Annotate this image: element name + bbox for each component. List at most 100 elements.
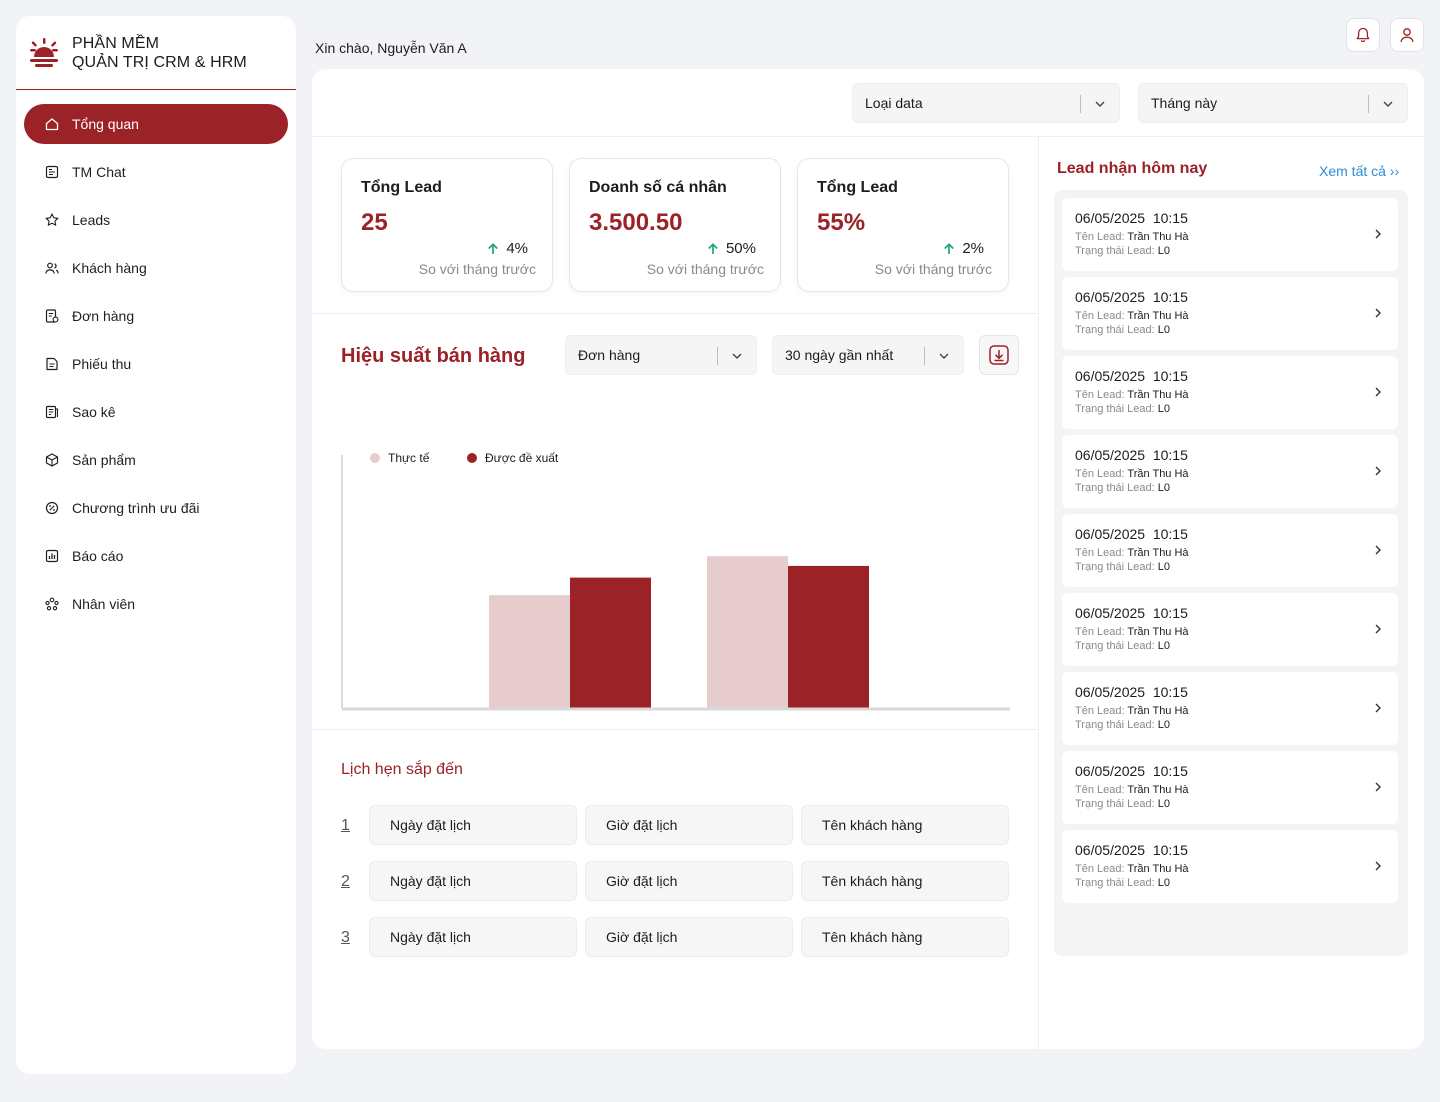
appointment-time[interactable]: Giờ đặt lịch: [585, 805, 793, 845]
sidebar-item-label: Tổng quan: [72, 116, 139, 132]
main-content: Loại data Tháng này Tổng Lead 25 4% So với …: [312, 69, 1424, 1049]
lead-name-label: Tên Lead:: [1075, 705, 1125, 717]
chevron-right-icon: [1375, 308, 1381, 318]
lead-status-line: Trạng thái Lead: L0: [1075, 561, 1170, 573]
lead-name: Trần Thu Hà: [1127, 310, 1189, 322]
appointment-date[interactable]: Ngày đặt lịch: [369, 805, 577, 845]
divider: [312, 313, 1038, 314]
sidebar-item-6[interactable]: Sao kê: [24, 392, 288, 432]
lead-datetime: 06/05/2025 10:15: [1075, 842, 1188, 858]
chevron-right-icon: [1375, 624, 1381, 634]
stat-change: 50%: [706, 240, 756, 257]
brand-line1: PHẦN MỀM: [72, 34, 160, 52]
promo-icon: [44, 500, 60, 516]
sidebar-item-8[interactable]: Chương trình ưu đãi: [24, 488, 288, 528]
period-value: Tháng này: [1151, 95, 1218, 111]
order-icon: [44, 308, 60, 324]
chat-icon: [44, 164, 60, 180]
lead-name: Trần Thu Hà: [1127, 468, 1189, 480]
stat-change: 2%: [942, 240, 984, 257]
legend-proposed: Được đề xuất: [467, 451, 558, 465]
appointment-number: 1: [341, 817, 350, 834]
sunrise-logo-icon: [30, 37, 58, 67]
lead-name: Trần Thu Hà: [1127, 626, 1189, 638]
sidebar-item-7[interactable]: Sản phẩm: [24, 440, 288, 480]
arrow-up-icon: [708, 242, 718, 254]
stat-card: Doanh số cá nhân 3.500.50 50% So với tháng …: [569, 158, 781, 292]
appointment-date[interactable]: Ngày đặt lịch: [369, 917, 577, 957]
appointment-customer[interactable]: Tên khách hàng: [801, 917, 1009, 957]
lead-datetime: 06/05/2025 10:15: [1075, 763, 1188, 779]
appointment-row[interactable]: 1 Ngày đặt lịch Giờ đặt lịch Tên khách hàng: [341, 805, 1009, 847]
lead-name-label: Tên Lead:: [1075, 310, 1125, 322]
lead-name-label: Tên Lead:: [1075, 547, 1125, 559]
period-select[interactable]: Tháng này: [1138, 83, 1408, 123]
chevron-right-icon: [1375, 466, 1381, 476]
legend-dot: [370, 453, 380, 463]
range-select[interactable]: 30 ngày gần nhất: [772, 335, 964, 375]
lead-card[interactable]: 06/05/2025 10:15 Tên Lead: Trần Thu Hà Trạ…: [1062, 277, 1398, 350]
stat-value: 3.500.50: [589, 209, 683, 236]
metric-select-value: Đơn hàng: [578, 347, 641, 363]
column-divider: [1038, 137, 1039, 1049]
lead-card[interactable]: 06/05/2025 10:15 Tên Lead: Trần Thu Hà Trạ…: [1062, 593, 1398, 666]
filter-bar: Loại data Tháng này: [312, 69, 1424, 137]
lead-card[interactable]: 06/05/2025 10:15 Tên Lead: Trần Thu Hà Trạ…: [1062, 751, 1398, 824]
appointment-customer[interactable]: Tên khách hàng: [801, 805, 1009, 845]
lead-status: L0: [1157, 877, 1171, 889]
sidebar-item-1[interactable]: TM Chat: [24, 152, 288, 192]
divider: [312, 729, 1038, 730]
arrow-up-icon: [944, 242, 955, 254]
chevron-right-icon: [1375, 861, 1381, 871]
lead-status-line: Trạng thái Lead: L0: [1075, 798, 1170, 810]
user-profile-button[interactable]: [1390, 18, 1424, 52]
sidebar-item-label: Phiếu thu: [72, 356, 132, 372]
appointment-customer[interactable]: Tên khách hàng: [801, 861, 1009, 901]
lead-status-line: Trạng thái Lead: L0: [1075, 245, 1170, 257]
user-icon: [1400, 28, 1414, 43]
sidebar-item-5[interactable]: Phiếu thu: [24, 344, 288, 384]
sidebar-item-4[interactable]: Đơn hàng: [24, 296, 288, 336]
lead-status-line: Trạng thái Lead: L0: [1075, 324, 1170, 336]
appointment-row[interactable]: 3 Ngày đặt lịch Giờ đặt lịch Tên khách hàng: [341, 917, 1009, 959]
appointment-time[interactable]: Giờ đặt lịch: [585, 861, 793, 901]
stat-value: 55%: [817, 209, 866, 236]
notification-button[interactable]: [1346, 18, 1380, 52]
sidebar-item-label: Chương trình ưu đãi: [72, 500, 200, 516]
lead-card[interactable]: 06/05/2025 10:15 Tên Lead: Trần Thu Hà Trạ…: [1062, 198, 1398, 271]
stat-change: 4%: [486, 240, 528, 257]
lead-card[interactable]: 06/05/2025 10:15 Tên Lead: Trần Thu Hà Trạ…: [1062, 672, 1398, 745]
lead-card[interactable]: 06/05/2025 10:15 Tên Lead: Trần Thu Hà Trạ…: [1062, 435, 1398, 508]
sidebar-item-9[interactable]: Báo cáo: [24, 536, 288, 576]
download-button[interactable]: [979, 335, 1019, 375]
lead-name-label: Tên Lead:: [1075, 626, 1125, 638]
lead-status-line: Trạng thái Lead: L0: [1075, 877, 1170, 889]
view-all-link[interactable]: Xem tất cả ››: [1319, 163, 1400, 179]
performance-title: Hiệu suất bán hàng: [341, 345, 526, 367]
appointment-row[interactable]: 2 Ngày đặt lịch Giờ đặt lịch Tên khách hàng: [341, 861, 1009, 903]
appointment-date[interactable]: Ngày đặt lịch: [369, 861, 577, 901]
chevron-down-icon: [1095, 101, 1105, 107]
lead-datetime: 06/05/2025 10:15: [1075, 684, 1188, 700]
lead-card[interactable]: 06/05/2025 10:15 Tên Lead: Trần Thu Hà Trạ…: [1062, 356, 1398, 429]
lead-status: L0: [1157, 798, 1171, 810]
star-icon: [44, 212, 60, 228]
stat-card: Tổng Lead 55% 2% So với tháng trước: [797, 158, 1009, 292]
lead-status-line: Trạng thái Lead: L0: [1075, 719, 1170, 731]
lead-status-label: Trạng thái Lead:: [1075, 798, 1155, 810]
sidebar-item-2[interactable]: Leads: [24, 200, 288, 240]
sidebar-item-0[interactable]: Tổng quan: [24, 104, 288, 144]
sidebar-item-10[interactable]: Nhân viên: [24, 584, 288, 624]
sidebar-item-label: Sản phẩm: [72, 452, 136, 468]
lead-name: Trần Thu Hà: [1127, 705, 1189, 717]
metric-select[interactable]: Đơn hàng: [565, 335, 757, 375]
statement-icon: [44, 404, 60, 420]
sidebar-item-3[interactable]: Khách hàng: [24, 248, 288, 288]
data-type-select[interactable]: Loại data: [852, 83, 1120, 123]
legend-actual: Thực tế: [370, 451, 429, 465]
users-icon: [44, 260, 60, 276]
lead-card[interactable]: 06/05/2025 10:15 Tên Lead: Trần Thu Hà Trạ…: [1062, 514, 1398, 587]
lead-status-label: Trạng thái Lead:: [1075, 877, 1155, 889]
lead-card[interactable]: 06/05/2025 10:15 Tên Lead: Trần Thu Hà Trạ…: [1062, 830, 1398, 903]
appointment-time[interactable]: Giờ đặt lịch: [585, 917, 793, 957]
